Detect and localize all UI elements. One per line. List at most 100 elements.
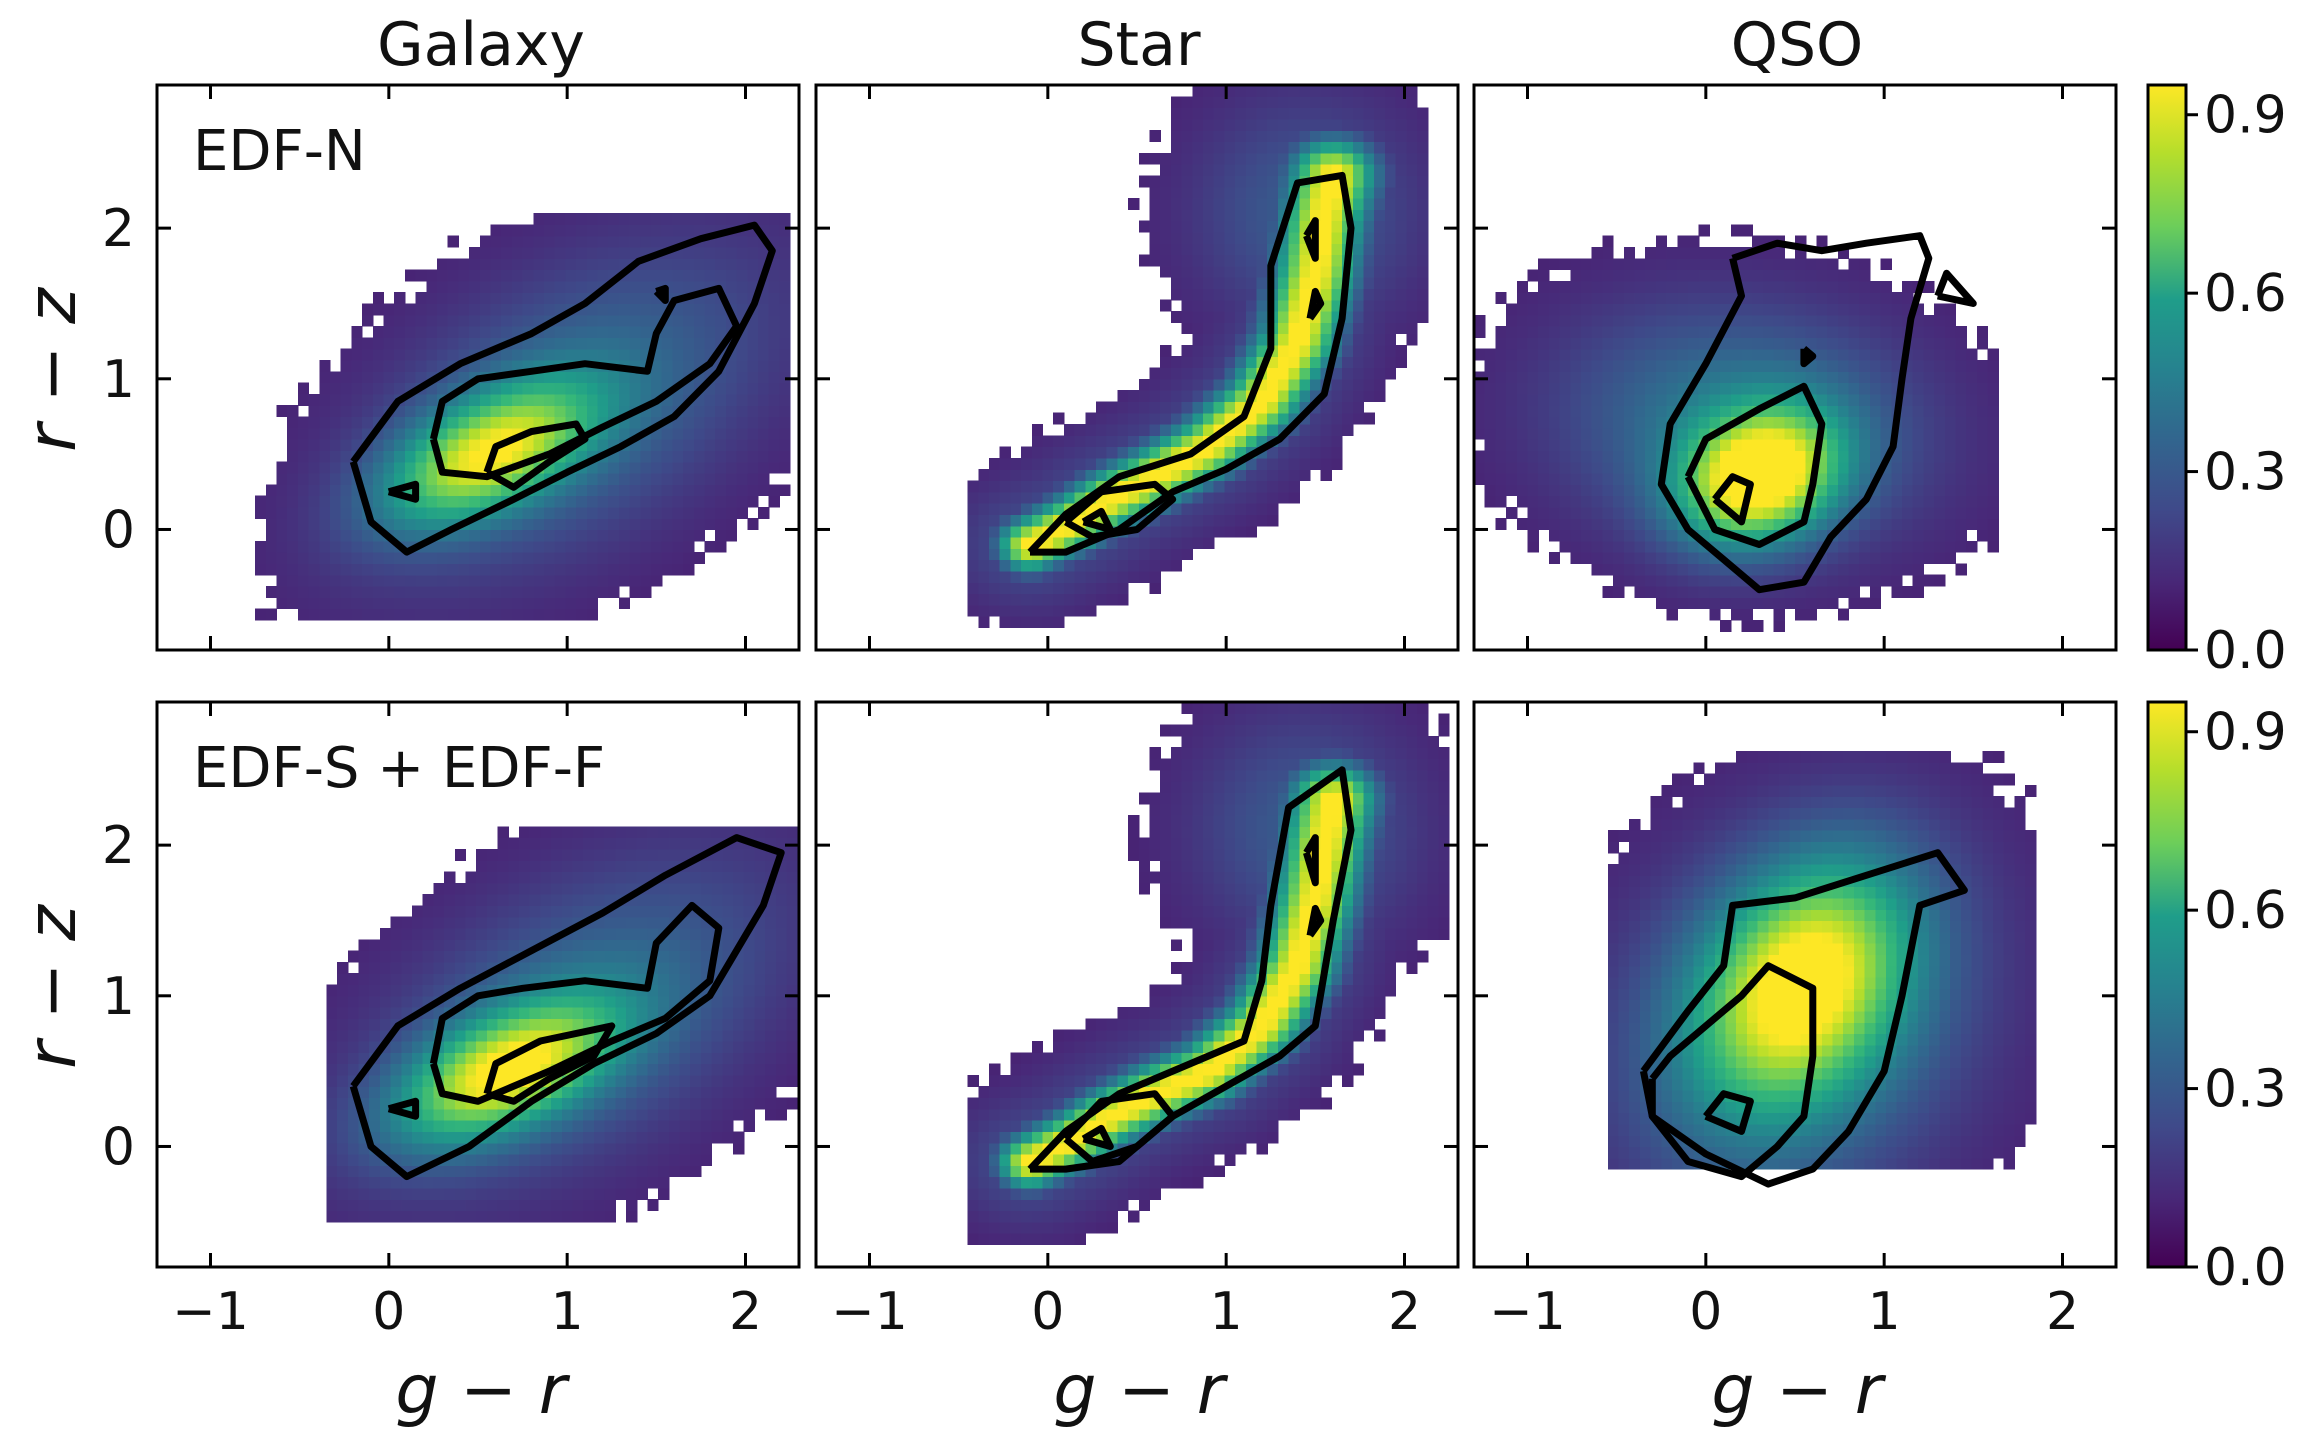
heatmap-cell (1859, 518, 1871, 531)
heatmap-cell (1698, 427, 1710, 440)
heatmap-cell (426, 280, 438, 293)
heatmap-cell (1213, 243, 1225, 256)
heatmap-cell (999, 446, 1011, 459)
heatmap-cell (1805, 529, 1817, 542)
heatmap-cell (1417, 288, 1429, 301)
heatmap-cell (1288, 299, 1300, 312)
heatmap-cell (1591, 326, 1603, 338)
heatmap-cell (362, 597, 374, 610)
heatmap-cell (1677, 473, 1689, 485)
heatmap-cell (1709, 450, 1721, 463)
heatmap-cell (486, 860, 499, 873)
heatmap-cell (1245, 220, 1258, 233)
heatmap-cell (465, 1176, 477, 1189)
heatmap-cell (629, 450, 641, 463)
heatmap-cell (1923, 371, 1935, 384)
heatmap-cell (544, 235, 556, 248)
heatmap-cell (978, 491, 990, 504)
heatmap-cell (683, 337, 695, 350)
heatmap-cell (540, 1210, 552, 1223)
heatmap-cell (1267, 367, 1279, 380)
heatmap-cell (551, 1142, 563, 1155)
heatmap-cell (1966, 506, 1978, 519)
heatmap-cell (565, 450, 577, 463)
heatmap-cell (1181, 220, 1193, 233)
heatmap-cell (1548, 303, 1561, 316)
heatmap-cell (1976, 405, 1989, 418)
heatmap-cell (519, 871, 531, 884)
heatmap-cell (383, 450, 395, 463)
heatmap-cell (1352, 378, 1365, 391)
heatmap-cell (1235, 299, 1247, 312)
heatmap-cell (347, 1018, 360, 1031)
heatmap-cell (1299, 390, 1311, 402)
heatmap-cell (383, 382, 395, 395)
heatmap-cell (540, 837, 552, 850)
heatmap-cell (1320, 220, 1332, 233)
heatmap-cell (1363, 299, 1375, 312)
heatmap-cell (326, 1029, 338, 1042)
heatmap-cell (758, 303, 770, 316)
heatmap-cell (1245, 277, 1258, 289)
heatmap-cell (1912, 314, 1924, 327)
heatmap-cell (394, 450, 406, 463)
heatmap-cell (651, 405, 663, 418)
heatmap-cell (629, 563, 641, 576)
heatmap-cell (1395, 254, 1407, 267)
heatmap-cell (1741, 360, 1753, 372)
heatmap-cell (501, 360, 513, 372)
heatmap-cell (1506, 461, 1518, 474)
heatmap-cell (486, 928, 499, 940)
heatmap-cell (1634, 427, 1646, 440)
heatmap-cell (1848, 303, 1860, 316)
heatmap-cell (1902, 280, 1914, 293)
heatmap-cell (1245, 118, 1258, 131)
heatmap-cell (447, 473, 459, 485)
heatmap-cell (572, 984, 584, 997)
heatmap-cell (683, 563, 695, 576)
heatmap-cell (1288, 390, 1300, 402)
heatmap-cell (1827, 439, 1839, 451)
heatmap-cell (1363, 85, 1375, 97)
heatmap-cell (544, 337, 556, 350)
heatmap-cell (1363, 367, 1375, 380)
heatmap-cell (608, 371, 620, 384)
heatmap-cell (437, 484, 449, 497)
heatmap-cell (1795, 371, 1807, 384)
heatmap-cell (394, 529, 406, 542)
heatmap-cell (1623, 552, 1636, 564)
heatmap-cell (544, 461, 556, 474)
heatmap-cell (1192, 243, 1204, 256)
heatmap-cell (736, 247, 748, 259)
heatmap-cell (1688, 269, 1700, 282)
heatmap-cell (297, 518, 310, 531)
heatmap-cell (1816, 393, 1828, 406)
heatmap-cell (533, 563, 545, 576)
heatmap-cell (1538, 382, 1550, 395)
heatmap-cell (1944, 382, 1957, 395)
heatmap-cell (583, 1108, 595, 1121)
heatmap-cell (1773, 337, 1785, 350)
heatmap-cell (1331, 118, 1343, 131)
heatmap-cell (1762, 506, 1775, 519)
heatmap-cell (647, 1108, 659, 1121)
heatmap-cell (1096, 469, 1108, 482)
heatmap-cell (351, 563, 363, 576)
heatmap-cell (544, 427, 556, 440)
heatmap-cell (636, 995, 648, 1008)
heatmap-cell (1117, 582, 1129, 595)
heatmap-cell (683, 506, 695, 519)
heatmap-cell (1320, 333, 1332, 346)
heatmap-cell (565, 529, 577, 542)
heatmap-cell (597, 540, 609, 553)
heatmap-cell (597, 495, 609, 508)
heatmap-cell (704, 235, 716, 248)
heatmap-cell (529, 995, 541, 1008)
heatmap-cell (1288, 435, 1300, 448)
heatmap-cell (276, 586, 288, 598)
heatmap-cell (533, 314, 545, 327)
heatmap-cell (433, 1097, 445, 1110)
heatmap-cell (1934, 518, 1946, 531)
heatmap-cell (725, 427, 738, 440)
heatmap-cell (1374, 311, 1386, 323)
